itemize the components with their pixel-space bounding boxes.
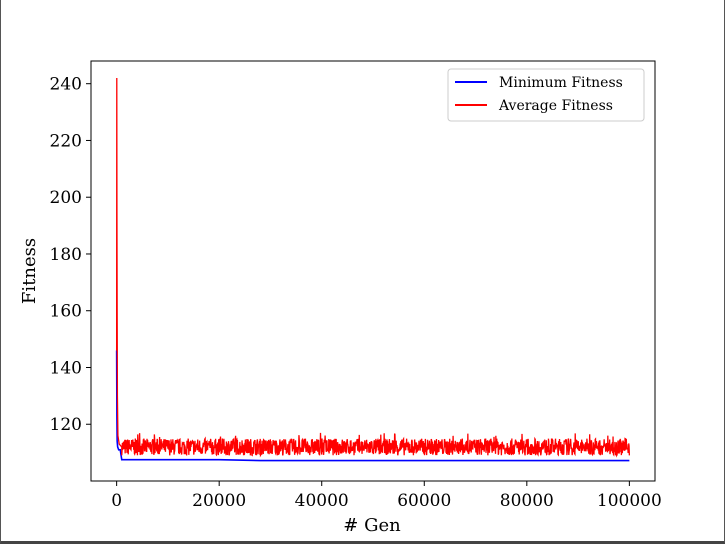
x-tick-label: 20000 bbox=[192, 491, 246, 511]
x-tick-label: 40000 bbox=[295, 491, 349, 511]
y-tick-label: 240 bbox=[50, 75, 82, 95]
plot-area-border bbox=[90, 60, 656, 482]
legend: Minimum Fitness Average Fitness bbox=[447, 68, 645, 122]
x-tick-label: 80000 bbox=[500, 491, 554, 511]
legend-label-minimum-fitness: Minimum Fitness bbox=[499, 75, 623, 91]
x-tick-label: 100000 bbox=[597, 491, 662, 511]
y-tick-label: 200 bbox=[50, 188, 82, 208]
x-axis-label: # Gen bbox=[343, 515, 401, 536]
x-tick-label: 0 bbox=[111, 491, 122, 511]
y-tick-label: 180 bbox=[50, 245, 82, 265]
y-axis-label: Fitness bbox=[19, 238, 40, 304]
axis-ticks: 0 20000 40000 60000 80000 100000 120 140 160 180 2… bbox=[50, 75, 662, 511]
y-tick-label: 160 bbox=[50, 302, 82, 322]
y-tick-label: 140 bbox=[50, 358, 82, 378]
y-tick-label: 220 bbox=[50, 131, 82, 151]
legend-label-average-fitness: Average Fitness bbox=[498, 98, 613, 114]
plot-lines bbox=[115, 78, 631, 462]
y-tick-label: 120 bbox=[50, 415, 82, 435]
series-line-minimum-fitness bbox=[115, 350, 630, 462]
series-line-average-fitness bbox=[115, 78, 631, 458]
x-tick-label: 60000 bbox=[397, 491, 451, 511]
legend-box bbox=[447, 68, 645, 122]
